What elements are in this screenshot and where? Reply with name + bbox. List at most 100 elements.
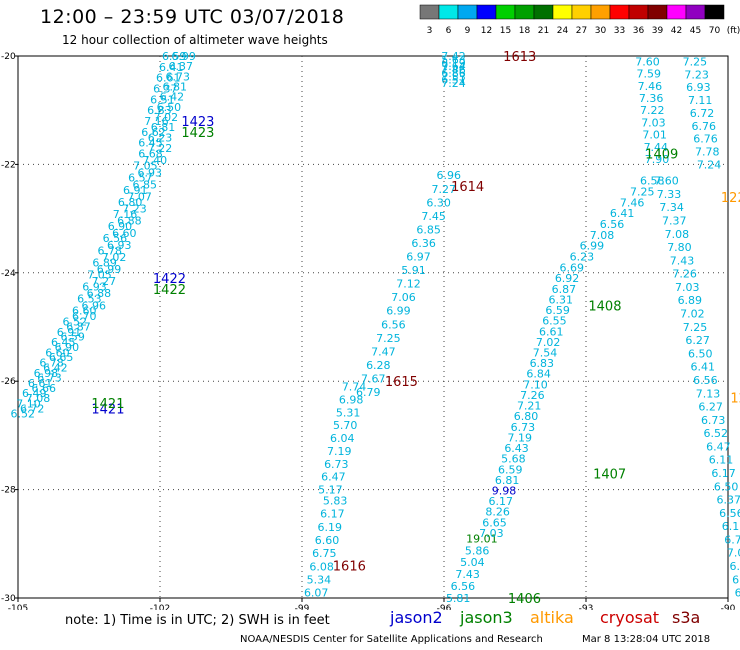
swh-value: 7.36 (639, 92, 664, 105)
swh-value: 7.03 (641, 116, 666, 129)
swh-value: 7.02 (680, 308, 705, 321)
swh-value: 6.60 (112, 227, 137, 240)
swh-value: 6.51 (732, 573, 740, 586)
swh-value: 7.43 (455, 568, 480, 581)
swh-value: 6.80 (118, 196, 143, 209)
swh-value: 7.01 (642, 129, 667, 142)
swh-value: 7.10 (523, 378, 548, 391)
swh-value: 6.78 (39, 357, 64, 370)
swh-value: 6.88 (117, 215, 142, 228)
colorbar-swatch (457, 4, 478, 20)
swh-value: 6.81 (495, 474, 520, 487)
swh-value: 6.56 (451, 580, 476, 593)
swh-value: 6.00 (735, 587, 740, 600)
swh-value: 7.53 (441, 70, 466, 83)
colorbar-swatch (704, 4, 725, 20)
swh-value: 7.46 (638, 80, 663, 93)
swh-value: 6.11 (709, 454, 734, 467)
swh-value: 7.45 (421, 210, 446, 223)
swh-value: 7.22 (148, 142, 173, 155)
track-time-label: 1408 (588, 299, 621, 314)
swh-value: 7.42 (441, 50, 466, 63)
swh-value: 6.99 (171, 50, 196, 63)
swh-value: 6.30 (426, 196, 451, 209)
swh-value: 7.46 (441, 64, 466, 77)
swh-value: 6.37 (717, 494, 740, 507)
swh-value: 6.52 (704, 427, 729, 440)
swh-value: 7.64 (441, 60, 466, 73)
swh-value: 6.77 (724, 533, 740, 546)
legend-s3a: s3a (672, 608, 701, 627)
swh-value: 7.21 (517, 400, 542, 413)
swh-value: 6.19 (441, 57, 466, 70)
colorbar-label: 15 (500, 26, 511, 36)
swh-value: 6.41 (691, 361, 716, 374)
colorbar-swatch (495, 4, 516, 20)
swh-value: 5.63 (441, 53, 466, 66)
swh-value: 6.20 (729, 560, 740, 573)
swh-value: 6.72 (690, 107, 715, 120)
colorbar-label: 36 (633, 26, 645, 36)
swh-value: 7.16 (144, 115, 169, 128)
swh-value: 6.59 (498, 463, 523, 476)
swh-value: 6.61 (28, 377, 53, 390)
swh-value: 6.98 (339, 393, 364, 406)
track-time-label: 1616 (333, 559, 366, 574)
swh-value: 7.03 (479, 527, 504, 540)
colorbar-label: 18 (519, 26, 531, 36)
swh-value: 7.37 (662, 215, 687, 228)
swh-value: 6.60 (72, 305, 97, 318)
swh-value: 7.40 (143, 154, 168, 167)
x-tick-label: -93 (579, 604, 594, 610)
swh-value: 6.41 (610, 207, 635, 220)
colorbar-label: 33 (614, 26, 625, 36)
swh-value: 6.73 (511, 421, 536, 434)
swh-value: 7.03 (675, 281, 700, 294)
track-time-label: 1615 (385, 375, 418, 390)
legend-jason3: jason3 (460, 608, 513, 627)
track-time-label: 1421 (91, 402, 124, 417)
track-time-label: 1222 (721, 191, 740, 206)
swh-value: 6.91 (57, 326, 82, 339)
swh-value: 6.56 (381, 318, 406, 331)
swh-value: 6.52 (10, 408, 35, 421)
swh-value: 5.31 (336, 406, 361, 419)
swh-value: 6.51 (150, 93, 175, 106)
swh-value: 5.91 (401, 264, 426, 277)
swh-value: 7.08 (590, 229, 615, 242)
swh-value: 6.07 (304, 587, 329, 600)
track-time-label: 1407 (593, 467, 626, 482)
swh-value: 6.47 (321, 471, 346, 484)
swh-value: 6.81 (151, 121, 176, 134)
swh-value: 6.28 (366, 359, 391, 372)
swh-value: 6.19 (317, 521, 342, 534)
swh-value: 6.93 (686, 81, 711, 94)
swh-value: 6.23 (570, 251, 595, 264)
swh-value: 7.07 (127, 191, 152, 204)
swh-value: 6.08 (309, 560, 334, 573)
swh-value: 6.97 (406, 251, 431, 264)
swh-value: 6.41 (159, 61, 184, 74)
swh-value: 5.34 (307, 573, 332, 586)
swh-value: 19.01 (466, 532, 498, 545)
swh-value: 7.25 (683, 55, 708, 68)
colorbar-swatch (647, 4, 668, 20)
swh-value: 6.27 (685, 334, 710, 347)
colorbar-swatch (628, 4, 649, 20)
colorbar-label: 45 (690, 26, 701, 36)
swh-value: 6.72 (20, 402, 45, 415)
swh-value: 6.59 (545, 304, 570, 317)
swh-value: 6.53 (77, 293, 102, 306)
swh-value: 7.80 (667, 241, 692, 254)
swh-value: 6.45 (138, 137, 163, 150)
swh-value: 6.83 (147, 104, 172, 117)
swh-value: 7.23 (684, 68, 709, 81)
swh-value: 5.68 (501, 453, 526, 466)
x-tick-label: -105 (8, 604, 28, 610)
y-tick-label: -28 (1, 486, 16, 496)
swh-value: 6.60 (45, 346, 70, 359)
colorbar-swatch (552, 4, 573, 20)
swh-value: 7.25 (630, 186, 655, 199)
swh-value: 7.67 (361, 372, 386, 385)
swh-value: 7.60 (635, 55, 660, 68)
